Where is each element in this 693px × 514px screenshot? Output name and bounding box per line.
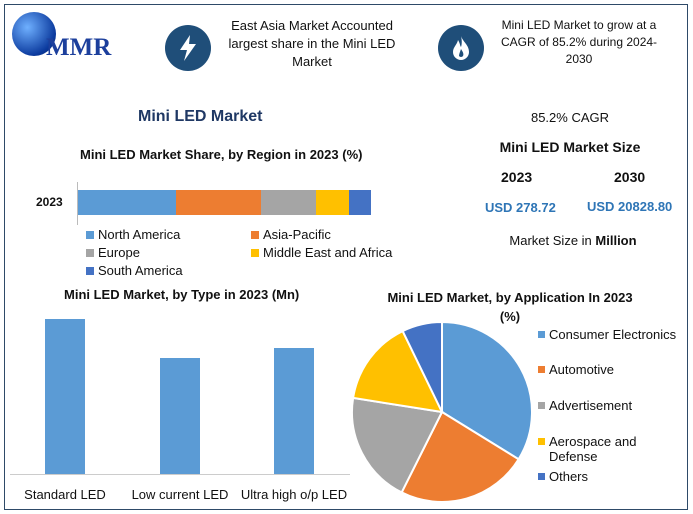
unit-bold: Million (595, 233, 637, 248)
legend-swatch (86, 248, 94, 257)
type-category-label: Standard LED (24, 487, 106, 502)
legend-item: Asia-Pacific (251, 227, 331, 242)
legend-item: Advertisement (538, 398, 683, 413)
pie-slice (351, 329, 444, 414)
application-pie (351, 320, 533, 503)
lightning-bolt-icon (165, 25, 211, 71)
flame-icon (438, 25, 484, 71)
infographic-frame (4, 4, 688, 510)
legend-item: Europe (86, 245, 140, 260)
region-segment (78, 190, 176, 215)
legend-label: Asia-Pacific (263, 227, 331, 242)
legend-swatch (538, 366, 545, 373)
region-chart-title: Mini LED Market Share, by Region in 2023… (80, 147, 363, 162)
year-2023: 2023 (501, 169, 533, 185)
region-category-label: 2023 (36, 195, 63, 209)
year-2030: 2030 (614, 169, 646, 185)
unit-note: Market Size in Million (470, 233, 676, 248)
legend-item: Automotive (538, 362, 683, 377)
legend-swatch (538, 438, 545, 445)
legend-label: North America (98, 227, 181, 242)
legend-label: Automotive (549, 362, 615, 377)
type-bar (45, 319, 85, 474)
fact-east-asia: East Asia Market Accounted largest share… (228, 18, 396, 69)
value-2030: USD 20828.80 (587, 199, 673, 214)
pie-slice (401, 320, 443, 413)
legend-swatch (538, 402, 545, 409)
legend-label: Aerospace and Defense (549, 434, 637, 464)
region-segment (349, 190, 371, 215)
legend-swatch (538, 331, 545, 338)
market-size-title: Mini LED Market Size (499, 139, 641, 155)
unit-prefix: Market Size in (509, 233, 596, 248)
type-axis (10, 474, 350, 475)
legend-item: North America (86, 227, 180, 242)
type-category-label: Low current LED (131, 487, 229, 502)
type-bar (274, 348, 314, 474)
legend-label: Advertisement (549, 398, 633, 413)
legend-label: Others (549, 469, 589, 484)
legend-label: Middle East and Africa (263, 245, 393, 260)
value-2023: USD 278.72 (485, 200, 556, 215)
pie-slice (351, 396, 444, 494)
legend-item: Consumer Electronics (538, 327, 683, 342)
legend-label: South America (98, 263, 183, 278)
application-chart-title: Mini LED Market, by Application In 2023 … (387, 290, 633, 324)
region-stacked-bar (78, 190, 371, 215)
type-bar (160, 358, 200, 474)
region-segment (175, 190, 261, 215)
legend-swatch (251, 248, 259, 257)
cagr-text: 85.2% CAGR (530, 110, 610, 125)
page-title: Mini LED Market (138, 108, 263, 125)
legend-swatch (86, 266, 94, 275)
legend-item: South America (86, 263, 183, 278)
region-segment (315, 190, 349, 215)
legend-swatch (251, 230, 259, 239)
type-category-label: Ultra high o/p LED (240, 487, 348, 502)
region-segment (260, 190, 316, 215)
legend-label: Europe (98, 245, 140, 260)
legend-item: Others (538, 469, 683, 484)
type-chart-title: Mini LED Market, by Type in 2023 (Mn) (64, 287, 300, 302)
logo: MMR (12, 12, 142, 62)
fact-cagr: Mini LED Market to grow at a CAGR of 85.… (500, 18, 658, 66)
region-axis (77, 182, 78, 225)
legend-swatch (86, 230, 94, 239)
legend-swatch (538, 473, 545, 480)
legend-label: Consumer Electronics (549, 327, 677, 342)
legend-item: Middle East and Africa (251, 245, 392, 260)
legend-item: Aerospace and Defense (538, 434, 683, 464)
